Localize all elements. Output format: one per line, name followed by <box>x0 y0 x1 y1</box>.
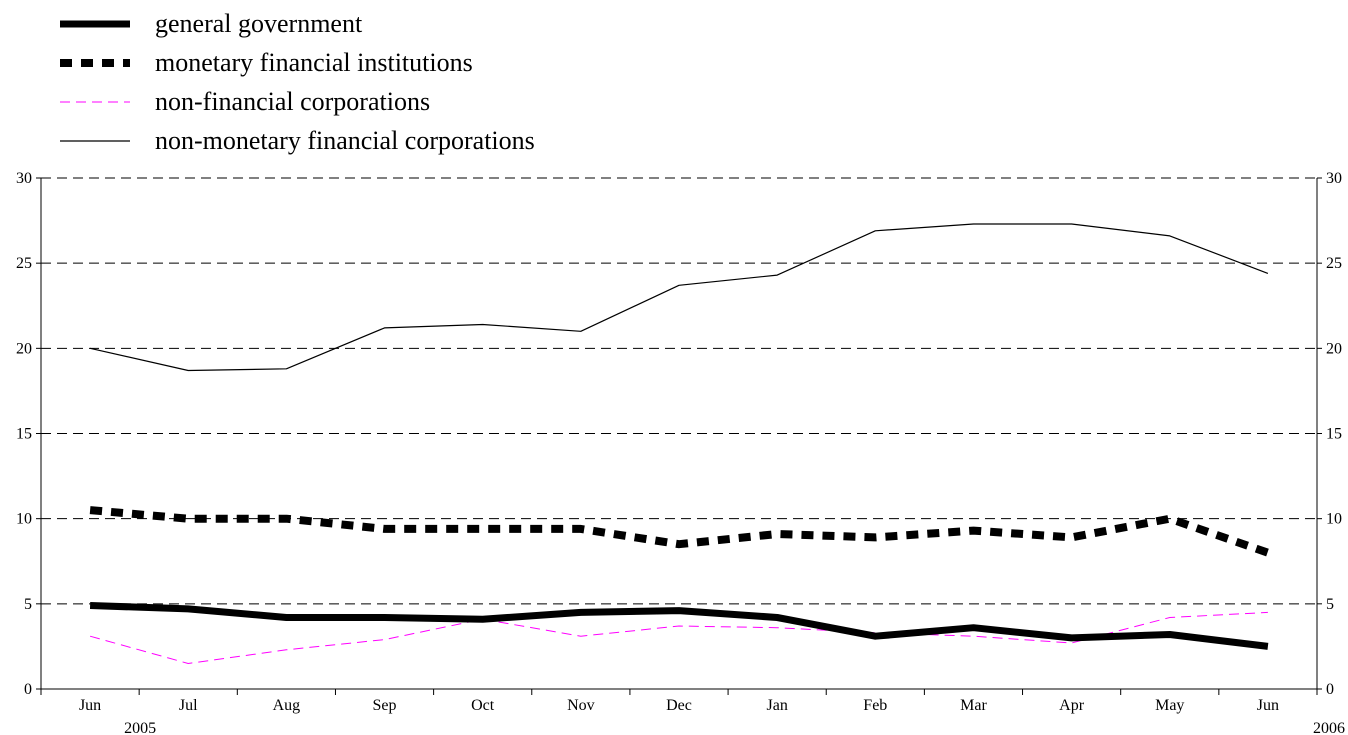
legend-swatch <box>60 139 130 142</box>
x-tick-label: Oct <box>471 697 495 714</box>
x-tick-label: Aug <box>273 697 301 714</box>
x-tick-label: Nov <box>567 697 595 714</box>
y-tick-label-left: 20 <box>16 340 32 357</box>
legend-label: non-financial corporations <box>155 86 431 116</box>
legend-item: monetary financial institutions <box>60 43 535 82</box>
x-tick-label: Jan <box>766 697 787 714</box>
year-label: 2005 <box>124 720 156 735</box>
y-tick-label-right: 30 <box>1326 170 1342 187</box>
y-tick-label-left: 5 <box>24 596 32 613</box>
y-tick-label-right: 5 <box>1326 596 1334 613</box>
x-tick-label: Mar <box>960 697 987 714</box>
legend-item: non-monetary financial corporations <box>60 121 535 160</box>
x-tick-label: Jun <box>79 697 101 714</box>
legend-label: non-monetary financial corporations <box>155 125 535 155</box>
legend-swatch <box>60 20 130 27</box>
y-tick-label-right: 10 <box>1326 511 1342 528</box>
y-tick-label-right: 25 <box>1326 255 1342 272</box>
x-tick-label: Jun <box>1257 697 1279 714</box>
legend-item: non-financial corporations <box>60 82 535 121</box>
y-tick-label-left: 25 <box>16 255 32 272</box>
y-tick-label-right: 20 <box>1326 340 1342 357</box>
legend-swatch <box>60 101 130 102</box>
y-tick-label-left: 0 <box>24 681 32 698</box>
year-label: 2006 <box>1313 720 1345 735</box>
y-tick-label-right: 0 <box>1326 681 1334 698</box>
x-tick-label: Sep <box>373 697 397 714</box>
legend-label: monetary financial institutions <box>155 47 473 77</box>
series-line-monetary-financial-institutions <box>89 506 1270 557</box>
y-tick-label-left: 15 <box>16 426 32 443</box>
series-line-non-monetary-financial-corporations <box>89 223 1269 372</box>
legend-item: general government <box>60 4 535 43</box>
series-line-non-financial-corporations <box>89 611 1268 664</box>
x-tick-label: Feb <box>863 697 887 714</box>
y-tick-label-left: 10 <box>16 511 32 528</box>
y-tick-label-right: 15 <box>1326 426 1342 443</box>
legend-swatch <box>60 58 130 67</box>
y-tick-label-left: 30 <box>16 170 32 187</box>
x-tick-label: Dec <box>666 697 692 714</box>
series-line-general-government <box>89 602 1269 650</box>
x-tick-label: Apr <box>1059 697 1085 714</box>
chart-legend: general government monetary financial ins… <box>60 4 535 160</box>
x-tick-label: Jul <box>179 697 198 714</box>
legend-label: general government <box>155 8 363 38</box>
x-tick-label: May <box>1155 697 1184 714</box>
